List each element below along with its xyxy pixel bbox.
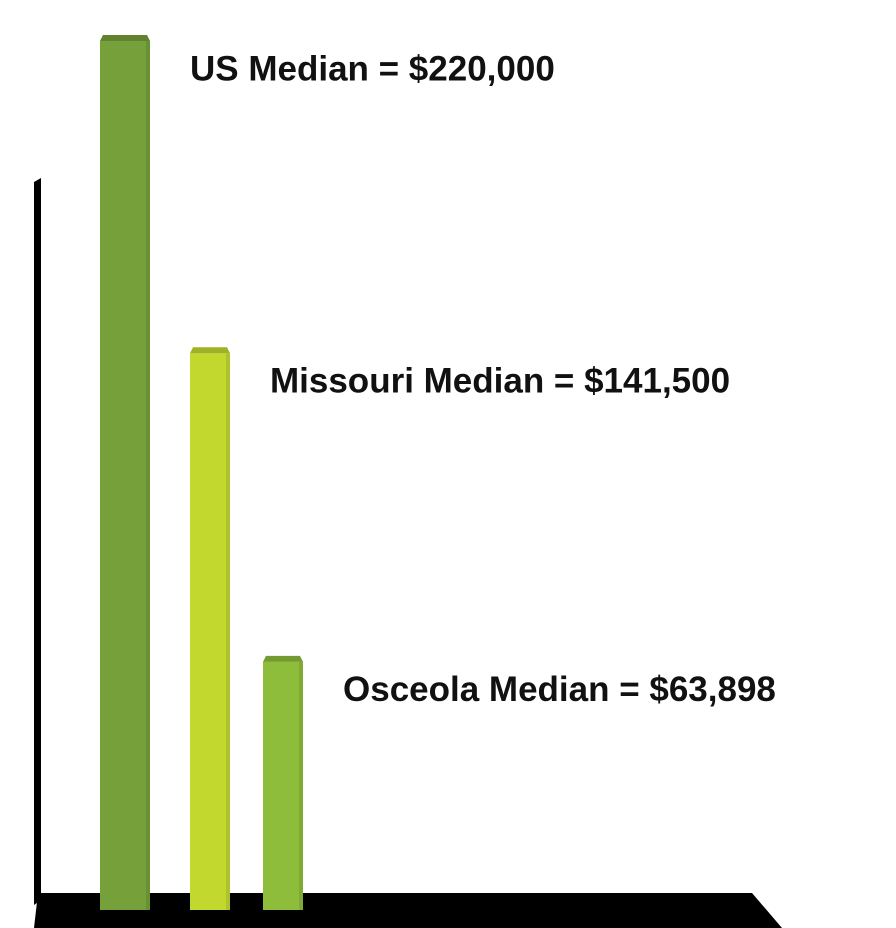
bars: US Median = $220,000 Missouri Median = $1…: [100, 35, 776, 910]
bar-shade: [226, 353, 230, 910]
data-label: US Median = $220,000: [190, 49, 555, 88]
bar: [263, 661, 303, 910]
y-axis-wall: [34, 178, 41, 905]
bar-top: [100, 35, 150, 41]
bar-shade: [146, 41, 150, 910]
data-label: Osceola Median = $63,898: [343, 670, 776, 709]
bar-top: [263, 655, 303, 662]
bar: [100, 41, 150, 910]
bar-top: [190, 347, 230, 354]
bar: [190, 353, 230, 910]
data-label: Missouri Median = $141,500: [270, 361, 730, 400]
bar-shade: [299, 661, 303, 910]
